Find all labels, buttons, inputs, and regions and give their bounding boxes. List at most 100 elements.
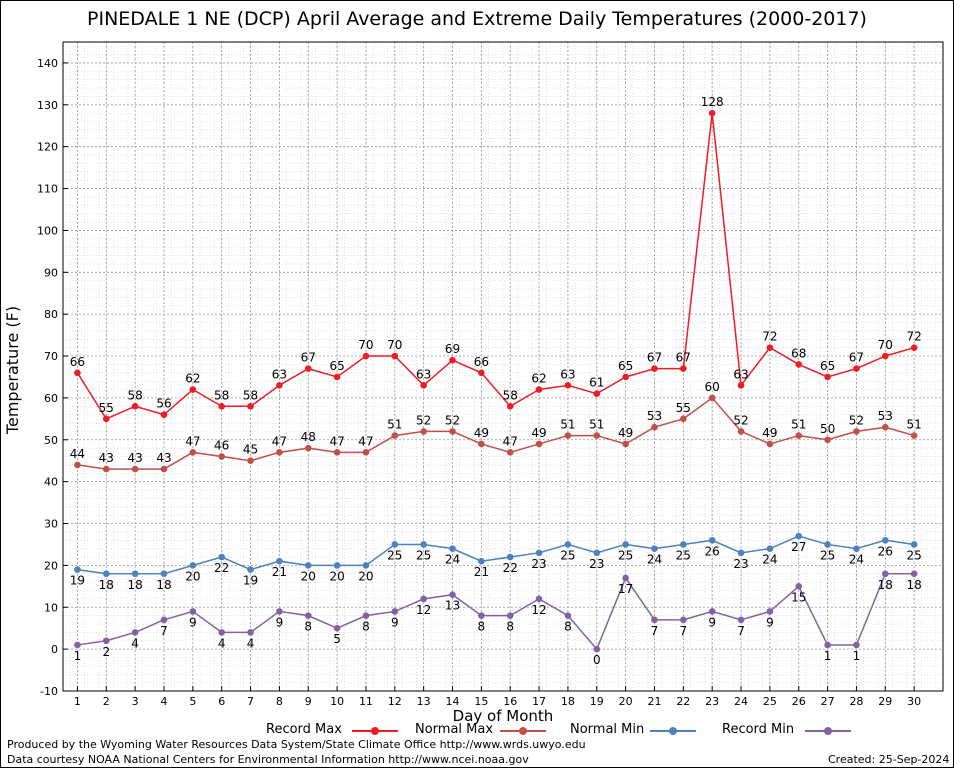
data-point-record-max [420,382,427,389]
x-axis-label: Day of Month [453,707,554,725]
data-point-normal-max [881,423,889,431]
legend-label-normal-min: Normal Min [570,722,645,737]
data-label-normal-min: 26 [705,544,720,558]
data-label-normal-min: 24 [445,553,460,567]
data-point-record-min [304,612,312,619]
legend-label-record-max: Record Max [266,722,342,737]
data-point-record-min [593,645,601,653]
x-tick-label: 20 [619,695,633,708]
data-point-normal-min [622,541,629,548]
data-label-normal-max: 49 [618,426,633,440]
data-point-normal-max [276,449,283,456]
data-label-normal-min: 18 [127,578,142,592]
data-point-normal-max [910,432,918,439]
x-tick-label: 22 [676,695,690,708]
data-point-normal-max [218,453,225,460]
data-label-record-min: 13 [445,599,460,613]
data-label-normal-min: 19 [243,574,258,588]
data-point-normal-max [74,461,81,469]
data-label-normal-min: 18 [99,578,114,592]
data-point-record-min [362,612,370,619]
data-label-record-max: 70 [358,338,373,352]
data-point-normal-max [449,428,456,435]
footer-created-date: Created: 25-Sep-2024 [828,753,950,766]
data-label-normal-min: 24 [647,553,662,567]
data-label-record-max: 65 [329,359,344,373]
data-point-normal-min [478,557,485,565]
data-label-normal-min: 24 [849,553,864,567]
data-label-normal-min: 23 [589,557,604,571]
x-tick-label: 27 [821,695,835,708]
plot-area-border [62,41,944,692]
data-point-normal-max [651,423,658,431]
data-label-normal-max: 47 [272,434,287,448]
x-tick-label: 4 [160,695,167,708]
data-point-normal-min [824,541,831,548]
x-tick-label: 2 [103,695,110,708]
y-axis-label: Temperature (F) [3,306,22,435]
data-label-record-min: 4 [218,636,226,650]
data-label-normal-min: 22 [214,561,229,575]
data-label-normal-min: 24 [762,553,777,567]
legend-marker-normal-min [669,727,677,735]
data-label-record-min: 9 [391,615,399,629]
data-point-normal-max [737,428,745,435]
data-label-normal-max: 52 [416,413,431,427]
data-label-normal-max: 60 [705,380,720,394]
data-label-record-max: 62 [185,372,200,386]
data-label-record-max: 65 [618,359,633,373]
data-label-record-max: 67 [849,351,864,365]
data-label-normal-min: 19 [70,574,85,588]
data-point-record-max [708,109,716,117]
footer-produced-by: Produced by the Wyoming Water Resources … [7,738,586,751]
data-point-normal-min [910,541,918,548]
data-point-normal-max [362,449,370,456]
series-line-normal-max [77,396,915,470]
x-tick-label: 25 [763,695,777,708]
data-label-record-max: 67 [647,351,662,365]
data-label-record-min: 8 [304,620,312,634]
data-label-record-min: 7 [160,624,168,638]
data-point-record-min [651,616,658,624]
data-point-normal-min [593,549,601,557]
data-point-normal-min [131,570,139,578]
data-label-normal-min: 25 [676,548,691,562]
data-point-normal-min [391,541,399,548]
legend-label-record-min: Record Min [722,722,795,737]
data-label-record-max: 69 [445,342,460,356]
data-point-record-max [449,356,456,364]
data-point-record-min [881,570,889,578]
data-point-normal-min [651,545,658,552]
data-point-record-min [74,641,81,649]
data-point-normal-max [420,428,427,435]
data-label-normal-min: 25 [907,548,922,562]
data-point-record-max [131,402,139,410]
data-label-normal-max: 49 [762,426,777,440]
data-point-normal-min [362,562,370,569]
data-label-record-max: 128 [701,95,724,109]
data-label-record-min: 9 [189,615,197,629]
data-label-normal-min: 25 [387,548,402,562]
series-line-record-max [76,113,915,420]
data-label-normal-max: 51 [560,418,575,432]
axes [62,41,944,692]
data-point-record-max [506,402,514,410]
y-tick-label: 30 [44,518,58,531]
x-axis-ticks: 1 2 3 4 5 6 7 8 9 10 11 12 13 14 15 16 17 18 19 20 21 22 23 24 2… [74,686,921,708]
data-label-record-max: 58 [243,388,258,402]
data-point-normal-max [131,465,139,473]
data-point-normal-min [420,541,427,548]
data-label-record-min: 12 [416,603,431,617]
data-point-normal-min [766,545,774,552]
data-point-record-max [622,373,629,381]
data-point-normal-min [304,562,312,569]
data-label-normal-max: 47 [185,434,200,448]
data-label-normal-max: 47 [329,434,344,448]
data-point-normal-min [795,532,803,540]
data-label-record-min: 8 [506,620,514,634]
data-label-normal-max: 43 [127,451,142,465]
data-label-normal-max: 55 [676,401,691,415]
data-label-normal-min: 22 [503,561,518,575]
data-point-normal-min [881,536,889,544]
